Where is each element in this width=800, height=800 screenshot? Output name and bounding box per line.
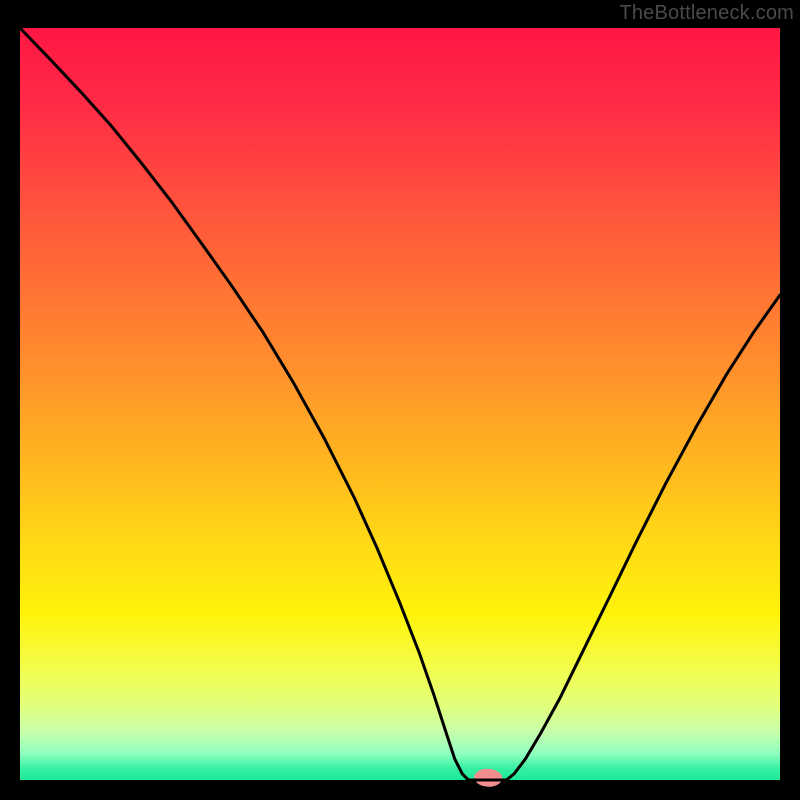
plot-background <box>20 28 780 780</box>
watermark-text: TheBottleneck.com <box>619 2 794 25</box>
chart-svg <box>0 0 800 800</box>
chart-container: TheBottleneck.com <box>0 0 800 800</box>
